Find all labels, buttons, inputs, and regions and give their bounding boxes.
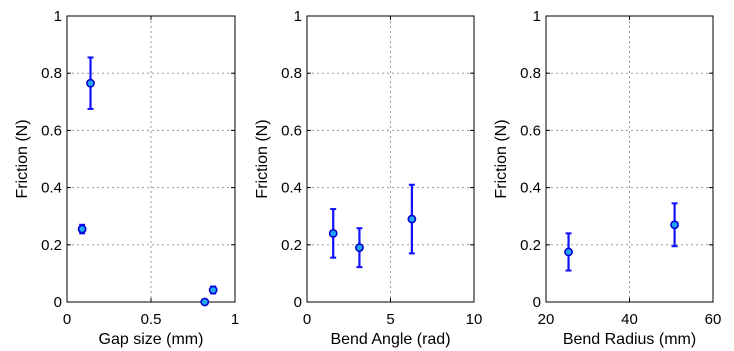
y-tick-label: 1	[294, 8, 302, 25]
y-tick-label: 0.4	[520, 180, 541, 197]
y-axis-label: Friction (N)	[14, 119, 31, 198]
x-tick-label: 20	[538, 311, 555, 328]
x-tick-label: 60	[705, 311, 722, 328]
subplot-1: 0 0.5 1 0 0.2 0.4 0.6 0.8 1 Gap size (mm) Friction…	[14, 8, 239, 348]
data-point	[77, 224, 87, 234]
data-point	[407, 214, 417, 224]
data-point	[208, 285, 218, 295]
x-tick-label: 1	[231, 311, 239, 328]
y-axis-label: Friction (N)	[254, 119, 271, 198]
subplot-3: 20 40 60 0 0.2 0.4 0.6 0.8 1 Bend Radius (mm) Fric…	[493, 8, 721, 348]
y-tick-label: 0.8	[281, 65, 302, 82]
y-axis-label: Friction (N)	[493, 119, 510, 198]
y-tick-label: 0.4	[281, 180, 302, 197]
data-point	[328, 228, 338, 238]
data-point	[86, 78, 95, 88]
plot-area	[546, 16, 713, 302]
x-axis-label: Bend Angle (rad)	[330, 331, 450, 348]
data-point	[355, 243, 364, 253]
y-tick-label: 0.8	[520, 65, 541, 82]
x-tick-label: 0	[63, 311, 71, 328]
y-tick-label: 0.4	[41, 180, 62, 197]
data-point	[200, 297, 210, 307]
y-tick-label: 0.6	[41, 122, 62, 139]
y-tick-label: 0.6	[281, 122, 302, 139]
y-tick-label: 0.6	[520, 122, 541, 139]
y-tick-label: 0	[533, 294, 541, 311]
y-tick-label: 0	[294, 294, 302, 311]
y-tick-label: 0.2	[41, 237, 62, 254]
x-axis-label: Gap size (mm)	[99, 331, 204, 348]
y-tick-label: 1	[533, 8, 541, 25]
y-tick-label: 0	[54, 294, 62, 311]
plot-area	[307, 16, 474, 302]
x-tick-label: 0	[303, 311, 311, 328]
y-tick-label: 0.8	[41, 65, 62, 82]
plot-area	[67, 16, 235, 302]
x-tick-label: 40	[621, 311, 638, 328]
subplot-2: 0 5 10 0 0.2 0.4 0.6 0.8 1 Bend Angle (rad) Fricti…	[254, 8, 482, 348]
data-point	[564, 247, 573, 257]
x-tick-label: 5	[386, 311, 394, 328]
y-tick-label: 0.2	[520, 237, 541, 254]
y-tick-label: 1	[54, 8, 62, 25]
data-point	[670, 220, 679, 230]
x-tick-label: 0.5	[141, 311, 162, 328]
y-tick-label: 0.2	[281, 237, 302, 254]
x-axis-label: Bend Radius (mm)	[563, 331, 696, 348]
x-tick-label: 10	[466, 311, 483, 328]
